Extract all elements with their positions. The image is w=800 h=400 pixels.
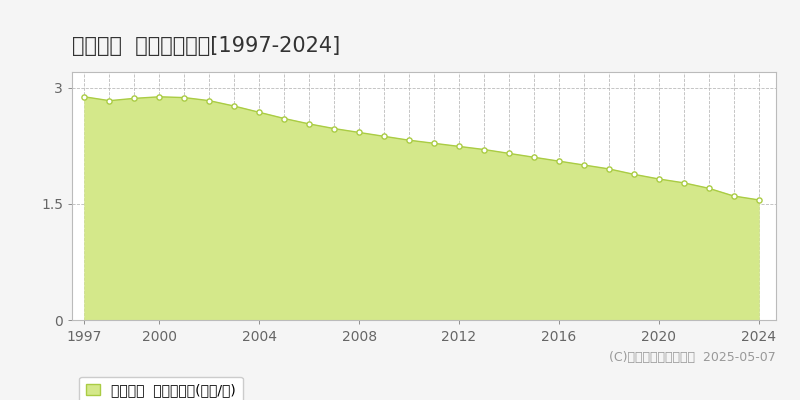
- Point: [553, 158, 566, 164]
- Text: (C)土地価格ドットコム  2025-05-07: (C)土地価格ドットコム 2025-05-07: [610, 351, 776, 364]
- Text: 日之影町  基準地価推移[1997-2024]: 日之影町 基準地価推移[1997-2024]: [72, 36, 340, 56]
- Point: [153, 94, 166, 100]
- Point: [478, 146, 490, 153]
- Point: [602, 166, 615, 172]
- Point: [752, 197, 765, 203]
- Point: [128, 95, 141, 102]
- Point: [78, 94, 91, 100]
- Point: [378, 133, 390, 140]
- Legend: 基準地価  平均坪単価(万円/坪): 基準地価 平均坪単価(万円/坪): [79, 376, 242, 400]
- Point: [527, 154, 540, 160]
- Point: [453, 143, 466, 150]
- Point: [702, 185, 715, 192]
- Point: [228, 103, 241, 109]
- Point: [253, 109, 266, 116]
- Point: [578, 162, 590, 168]
- Point: [402, 137, 415, 144]
- Point: [627, 171, 640, 178]
- Point: [502, 150, 515, 156]
- Point: [328, 125, 341, 132]
- Point: [103, 98, 116, 104]
- Point: [678, 180, 690, 186]
- Point: [278, 115, 290, 122]
- Point: [353, 129, 366, 136]
- Point: [178, 94, 190, 101]
- Point: [302, 121, 315, 127]
- Point: [203, 98, 216, 104]
- Point: [427, 140, 440, 146]
- Point: [727, 193, 740, 199]
- Point: [652, 176, 665, 182]
